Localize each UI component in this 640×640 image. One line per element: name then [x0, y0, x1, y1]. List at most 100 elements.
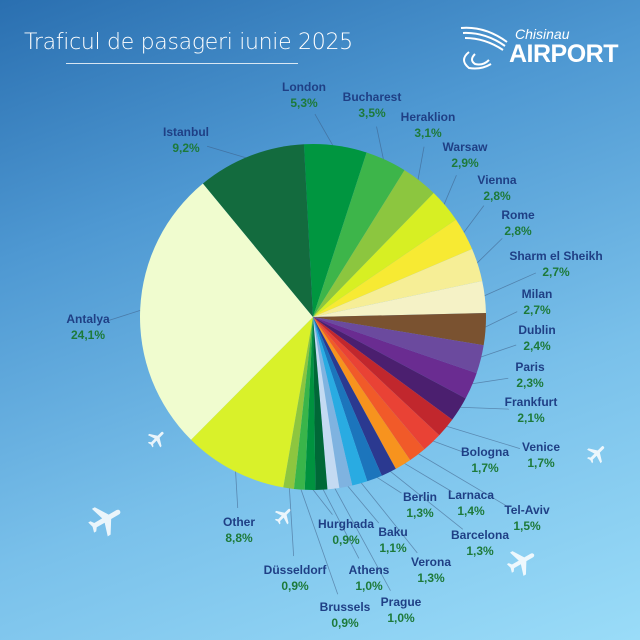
- slice-label-name: Paris: [515, 360, 545, 374]
- pie-slice-bucharest: [313, 152, 405, 317]
- leader-line: [206, 145, 252, 160]
- slice-label: Berlin 1,3%: [403, 489, 437, 521]
- pie-slice-larnaca: [313, 317, 411, 469]
- slice-label-name: Vienna: [477, 173, 517, 187]
- leader-line: [376, 126, 385, 164]
- slice-label-name: Athens: [348, 563, 390, 577]
- pie-slice-antalya: [139, 183, 313, 440]
- pie-slice-verona: [313, 317, 368, 486]
- slice-label-value: 0,9%: [332, 533, 360, 547]
- pie-slice-rome: [313, 249, 483, 317]
- slice-label-value: 0,9%: [281, 579, 309, 593]
- slice-label-name: Bologna: [461, 445, 509, 459]
- slice-label: Bucharest 3,5%: [343, 89, 402, 121]
- slice-label: Larnaca 1,4%: [448, 487, 494, 519]
- slice-label-value: 2,8%: [483, 189, 511, 203]
- slice-label: Baku 1,1%: [378, 524, 407, 556]
- slice-label-name: Prague: [380, 595, 422, 609]
- slice-label: Other 8,8%: [223, 514, 255, 546]
- leader-line: [358, 479, 418, 554]
- slice-label-name: Warsaw: [442, 140, 488, 154]
- slice-label-value: 0,9%: [331, 616, 359, 630]
- slice-label-value: 24,1%: [70, 328, 106, 342]
- airplane-icon: [587, 446, 605, 464]
- pie-slice-baku: [313, 317, 353, 488]
- slice-label: Düsseldorf 0,9%: [264, 562, 327, 594]
- slice-label: Tel-Aviv 1,5%: [504, 502, 549, 534]
- slice-label-value: 9,2%: [172, 141, 200, 155]
- pie-slice-frankfurt: [313, 317, 466, 420]
- leader-line: [476, 344, 517, 359]
- slice-label: Athens 1,0%: [349, 562, 390, 594]
- slice-label-name: Venice: [521, 440, 561, 454]
- slice-label-name: Frankfurt: [504, 395, 558, 409]
- slice-label-value: 2,7%: [523, 303, 551, 317]
- slice-label-value: 1,1%: [379, 541, 407, 555]
- slice-label-value: 1,3%: [406, 506, 434, 520]
- slice-label-name: Dublin: [518, 323, 556, 337]
- slice-label: Vienna 2,8%: [477, 172, 516, 204]
- pie-slice-prague: [313, 317, 340, 490]
- leader-line: [416, 146, 425, 185]
- slice-label-value: 3,1%: [414, 126, 442, 140]
- slice-label: Prague 1,0%: [381, 594, 422, 626]
- pie-slice-vienna: [313, 219, 473, 317]
- slice-label-name: Barcelona: [450, 528, 510, 542]
- leader-line: [386, 468, 464, 530]
- slice-label-name: Istanbul: [162, 125, 210, 139]
- slice-label: Antalya 24,1%: [66, 311, 109, 343]
- slice-label-name: Brussels: [319, 600, 371, 614]
- slice-label: Heraklion 3,1%: [401, 109, 456, 141]
- pie-slice-brussels: [293, 317, 313, 490]
- slice-label-value: 1,7%: [471, 461, 499, 475]
- leader-line: [429, 439, 465, 453]
- slice-label: London 5,3%: [282, 79, 326, 111]
- chisinau-airport-logo: Chisinau AIRPORT: [455, 24, 619, 72]
- slice-label-name: Tel-Aviv: [504, 503, 550, 517]
- leader-line: [481, 311, 518, 330]
- slice-label: Barcelona 1,3%: [451, 527, 509, 559]
- slice-label: Milan 2,7%: [522, 286, 553, 318]
- leader-line: [400, 460, 453, 493]
- slice-label-value: 1,3%: [466, 544, 494, 558]
- slice-label-name: Sharm el Sheikh: [509, 249, 603, 263]
- slice-label-value: 2,8%: [504, 224, 532, 238]
- pie-slice-tel-aviv: [313, 317, 425, 461]
- leader-line: [442, 175, 457, 209]
- logo-name: AIRPORT: [509, 40, 619, 68]
- wing-hands-icon: [460, 26, 508, 70]
- slice-label: Brussels 0,9%: [320, 599, 371, 631]
- slice-label-name: Bucharest: [342, 90, 402, 104]
- slice-label: Dublin 2,4%: [518, 322, 555, 354]
- leader-line: [288, 484, 295, 557]
- leader-line: [480, 272, 537, 298]
- pie-slice-warsaw: [313, 193, 456, 317]
- pie-slice-other: [191, 317, 313, 488]
- slice-label: Bologna 1,7%: [461, 444, 509, 476]
- pie-slice-barcelona: [313, 317, 396, 476]
- slice-label-name: Verona: [410, 555, 452, 569]
- slice-label-name: Larnaca: [447, 488, 495, 502]
- airplane-icon: [147, 431, 164, 448]
- leader-line: [414, 451, 509, 508]
- slice-label-value: 3,5%: [358, 106, 386, 120]
- pie-slice-athens: [313, 317, 328, 490]
- leader-line: [344, 482, 380, 524]
- leader-line: [320, 485, 360, 559]
- slice-label-value: 2,9%: [451, 156, 479, 170]
- leader-line: [460, 205, 485, 237]
- leader-line: [299, 485, 339, 595]
- slice-label-value: 2,1%: [517, 411, 545, 425]
- leader-line: [314, 113, 336, 150]
- slice-label: Venice 1,7%: [522, 439, 560, 471]
- slice-label-name: Berlin: [402, 490, 438, 504]
- slice-label: Warsaw 2,9%: [443, 139, 488, 171]
- slice-label-name: Milan: [521, 287, 553, 301]
- leader-line: [473, 238, 503, 267]
- title-divider: [66, 63, 298, 64]
- slice-label-name: Baku: [378, 525, 408, 539]
- slice-label-value: 1,3%: [417, 571, 445, 585]
- slice-label-value: 8,8%: [225, 531, 253, 545]
- slice-label-value: 2,7%: [542, 265, 570, 279]
- slice-label-name: Heraklion: [400, 110, 456, 124]
